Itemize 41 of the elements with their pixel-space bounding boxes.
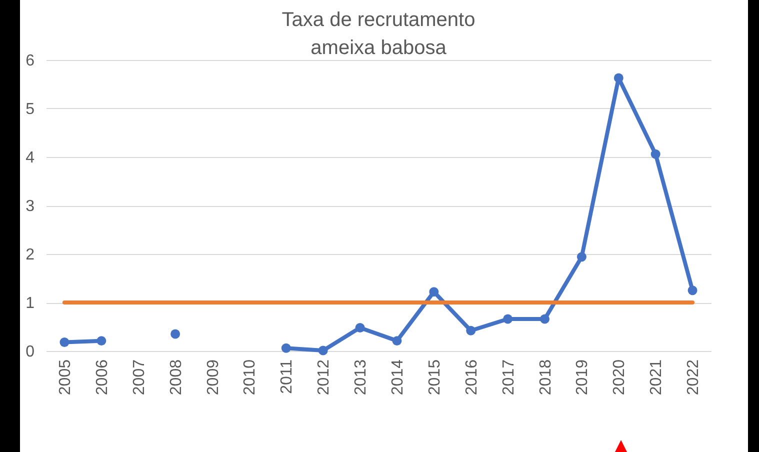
x-tick-label: 2020 <box>611 359 628 396</box>
x-tick-label: 2011 <box>278 359 296 394</box>
point <box>60 338 70 348</box>
y-tick-label: 3 <box>26 198 35 215</box>
point <box>429 287 439 297</box>
x-tick-label: 2013 <box>352 359 370 396</box>
point <box>318 346 328 356</box>
x-tick-label: 2016 <box>463 359 480 396</box>
y-tick-label: 1 <box>26 295 35 312</box>
y-tick-label: 6 <box>26 52 35 70</box>
x-tick-label: 2021 <box>648 359 666 396</box>
x-tick-label: 2014 <box>389 359 406 396</box>
y-tick-label: 2 <box>26 246 35 264</box>
x-tick-label: 2018 <box>537 359 554 396</box>
point <box>503 314 513 324</box>
x-tick-label: 2007 <box>130 359 148 396</box>
point <box>466 326 476 336</box>
point <box>650 149 660 159</box>
point <box>614 73 624 83</box>
point <box>281 343 291 353</box>
chart-title: Taxa de recrutamento ameixa babosa <box>282 9 476 59</box>
point <box>392 336 402 346</box>
point <box>170 329 180 339</box>
x-tick-label: 2010 <box>242 359 259 396</box>
y-tick-label: 5 <box>26 101 35 118</box>
point <box>576 252 586 262</box>
x-tick-label: 2015 <box>426 359 444 396</box>
point <box>355 322 365 332</box>
x-tick-label: 2012 <box>316 359 333 396</box>
y-tick-label: 0 <box>26 344 35 360</box>
x-tick-label: 2005 <box>56 359 74 396</box>
x-tick-label: 2009 <box>204 359 222 396</box>
x-tick-label: 2022 <box>685 359 702 396</box>
point <box>540 314 550 324</box>
point <box>688 286 698 296</box>
x-tick-label: 2008 <box>168 359 185 396</box>
x-tick-label: 2006 <box>94 359 111 396</box>
y-tick-label: 4 <box>26 150 35 166</box>
x-tick-label: 2019 <box>574 359 592 396</box>
point <box>96 336 106 346</box>
x-tick-label: 2017 <box>500 359 518 396</box>
